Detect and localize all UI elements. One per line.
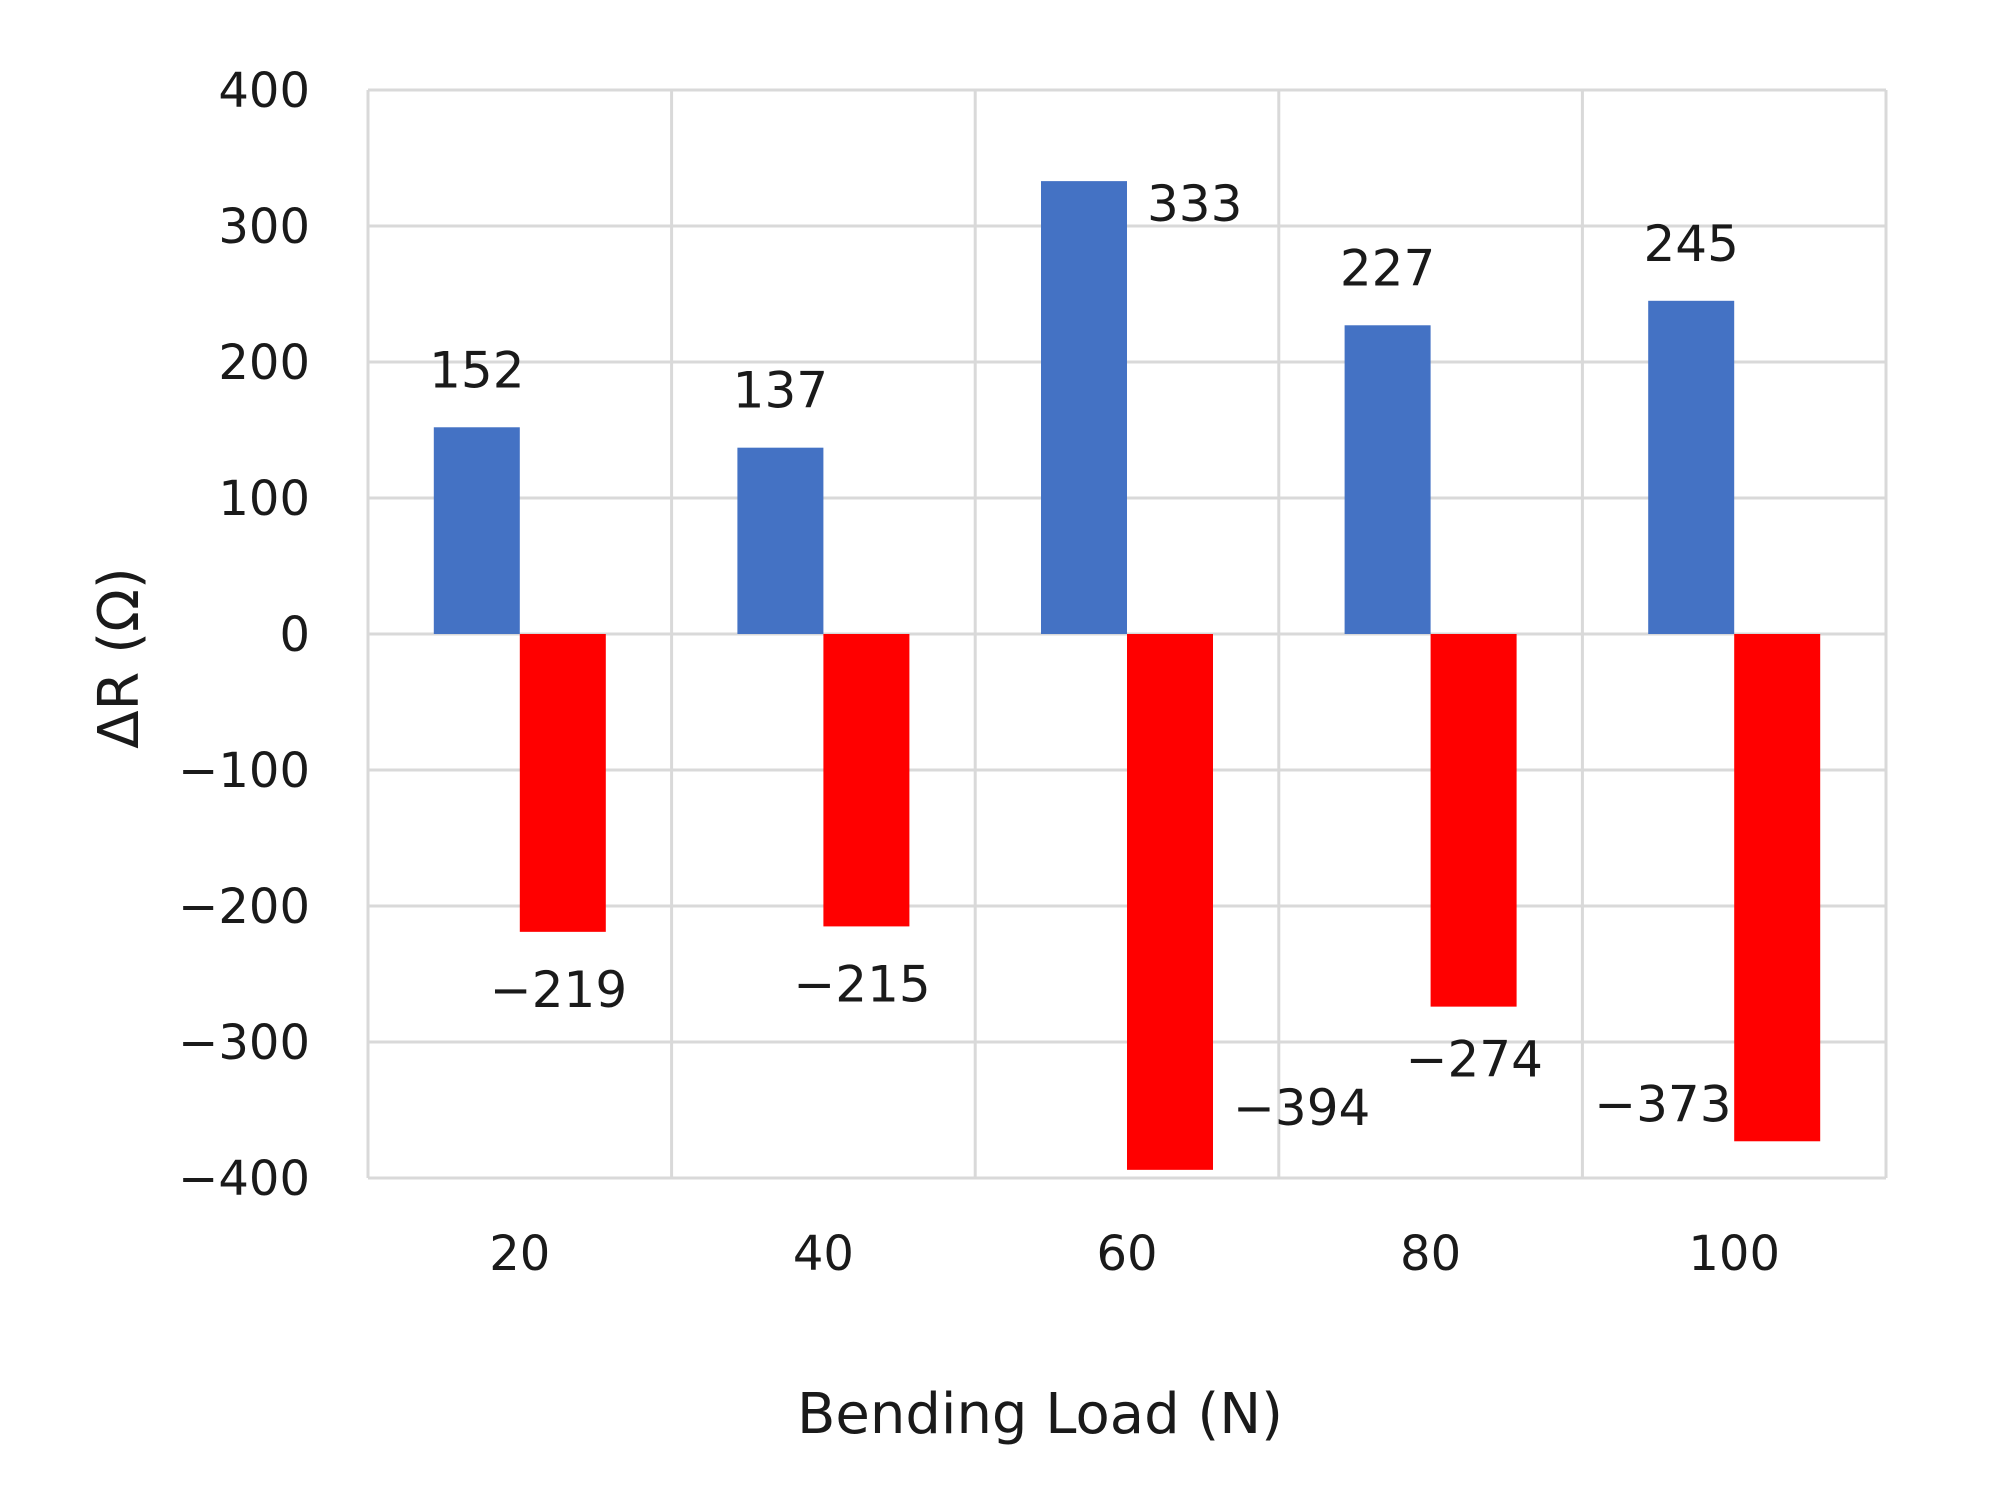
y-tick-label: 300	[218, 199, 310, 255]
y-axis-title: ΔR (Ω)	[87, 567, 152, 749]
y-tick-label: 100	[218, 471, 310, 527]
bar-negative	[1734, 634, 1821, 1142]
y-tick-label: −300	[178, 1015, 310, 1071]
data-label-positive: 152	[429, 341, 524, 399]
data-label-negative: −215	[793, 955, 930, 1013]
bars-layer	[433, 181, 1821, 1170]
x-axis-title: Bending Load (N)	[797, 1382, 1283, 1447]
bar-positive	[1344, 325, 1431, 634]
bar-negative	[823, 634, 910, 927]
data-label-positive: 245	[1643, 215, 1738, 273]
data-label-positive: 227	[1340, 239, 1435, 297]
y-tick-label: −100	[178, 743, 310, 799]
data-label-negative: −219	[490, 961, 627, 1019]
data-label-negative: −373	[1594, 1075, 1731, 1133]
chart-frame: 152 −219 137 −215 333 −394 227 −274 245 −373 400 3…	[30, 25, 1990, 1485]
labels-layer: 152 −219 137 −215 333 −394 227 −274 245 −373	[429, 175, 1739, 1137]
ticks-layer: 400 300 200 100 0 −100 −200 −300 −400 20 40 60 80 100	[178, 63, 1780, 1282]
y-tick-label: −200	[178, 879, 310, 935]
x-tick-label: 100	[1688, 1226, 1780, 1282]
y-tick-label: 0	[279, 607, 310, 663]
x-tick-label: 80	[1400, 1226, 1461, 1282]
bar-positive	[433, 427, 520, 634]
x-tick-label: 40	[793, 1226, 854, 1282]
x-tick-label: 20	[489, 1226, 550, 1282]
x-tick-label: 60	[1096, 1226, 1157, 1282]
data-label-negative: −274	[1406, 1031, 1543, 1089]
bar-positive	[1041, 181, 1127, 634]
bar-negative	[1127, 634, 1213, 1170]
y-tick-label: −400	[178, 1151, 310, 1207]
y-tick-label: 200	[218, 335, 310, 391]
bar-negative	[519, 634, 606, 932]
data-label-negative: −394	[1233, 1079, 1370, 1137]
data-label-positive: 333	[1147, 175, 1242, 233]
bar-positive	[1648, 300, 1735, 634]
y-tick-label: 400	[218, 63, 310, 119]
bar-negative	[1430, 634, 1517, 1007]
bar-positive	[737, 447, 824, 634]
data-label-positive: 137	[733, 362, 828, 420]
